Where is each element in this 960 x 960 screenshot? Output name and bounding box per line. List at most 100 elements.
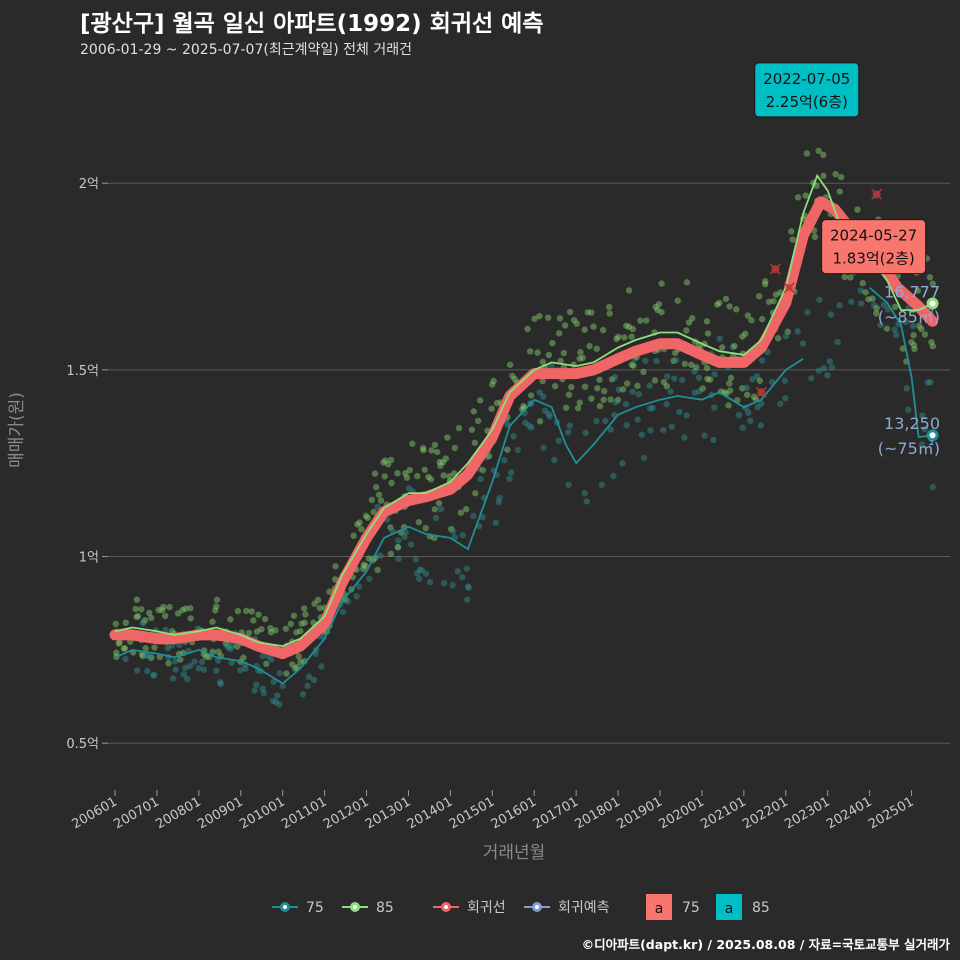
scatter-point (174, 610, 182, 617)
annotation-value: 1.83억(2층) (832, 250, 914, 268)
end-area-label: (~75㎡) (878, 439, 940, 458)
chart-title: [광산구] 월곡 일신 아파트(1992) 회귀선 예측 (80, 11, 544, 37)
scatter-point (228, 659, 235, 666)
x-tick-label: 201201 (321, 794, 371, 832)
scatter-point (407, 541, 415, 548)
scatter-point (479, 466, 487, 474)
scatter-point (191, 658, 198, 665)
scatter-point (187, 605, 194, 612)
scatter-point (664, 373, 671, 380)
scatter-point (794, 194, 802, 201)
annotations: 2022-07-05 2.25억(6층) 2024-05-27 1.83억(2층) (754, 62, 927, 275)
scatter-point (891, 303, 899, 311)
scatter-point (534, 349, 541, 356)
scatter-point (739, 424, 746, 431)
y-axis: 0.5억 1억 1.5억 2억 (66, 177, 108, 752)
scatter-point (377, 552, 384, 559)
scatter-point (375, 491, 383, 498)
scatter-point (921, 425, 929, 433)
scatter-point (794, 328, 801, 335)
scatter-point (169, 675, 177, 682)
scatter-point (261, 615, 269, 623)
scatter-point (200, 666, 208, 673)
scatter-point (440, 579, 448, 587)
scatter-point (274, 692, 281, 699)
scatter-point (545, 351, 553, 359)
scatter-point (663, 400, 670, 408)
scatter-point (283, 670, 290, 677)
scatter-point (454, 568, 461, 575)
scatter-point (565, 429, 572, 436)
scatter-point (815, 147, 822, 155)
scatter-point (774, 335, 782, 342)
legend-label-swatch (716, 894, 742, 920)
scatter-point (681, 434, 688, 441)
scatter-point (270, 678, 277, 686)
scatter-point (695, 374, 703, 381)
scatter-point (209, 648, 217, 656)
scatter-point (444, 434, 451, 441)
scatter-point (146, 609, 153, 617)
scatter-point (112, 620, 119, 628)
end-value-label: 13,250 (884, 414, 940, 433)
scatter-point (120, 645, 128, 652)
legend-label: 75 (682, 900, 700, 916)
scatter-point (415, 518, 423, 526)
scatter-point (528, 424, 535, 431)
scatter-point (610, 472, 617, 480)
scatter-point (781, 377, 789, 384)
scatter-point (581, 489, 588, 497)
scatter-point (703, 318, 711, 325)
legend-label: 85 (376, 900, 394, 916)
x-tick-label: 202201 (740, 794, 790, 832)
scatter-point (621, 334, 628, 341)
scatter-point (582, 429, 589, 436)
scatter-point (788, 228, 795, 235)
scatter-point (144, 667, 151, 675)
scatter-point (551, 456, 558, 464)
scatter-point (162, 626, 169, 634)
scatter-point (332, 563, 339, 570)
scatter-point (891, 326, 898, 333)
scatter-point (544, 314, 552, 321)
scatter-point (638, 431, 645, 438)
x-tick-label: 201601 (489, 794, 539, 832)
scatter-point (703, 364, 711, 372)
scatter-point (395, 537, 402, 544)
scatter-point (918, 441, 926, 448)
scatter-point (394, 544, 402, 551)
scatter-point (877, 321, 884, 329)
scatter-point (162, 612, 169, 620)
scatter-point (820, 365, 827, 372)
legend-label: 75 (306, 900, 324, 916)
scatter-point (655, 301, 663, 308)
scatter-point (706, 376, 714, 383)
scatter-point (919, 412, 926, 419)
scatter-point (588, 395, 595, 402)
y-tick-label: 1억 (79, 551, 99, 566)
scatter-point (133, 667, 141, 674)
scatter-point (847, 274, 854, 281)
scatter-point (789, 236, 797, 243)
scatter-point (562, 404, 570, 411)
scatter-point (433, 448, 441, 456)
scatter-point (588, 309, 595, 316)
scatter-point (195, 664, 203, 672)
scatter-point (427, 476, 435, 483)
outlier-mark (783, 282, 795, 294)
scatter-point (914, 287, 922, 294)
legend-swatch-glyph: a (725, 901, 734, 917)
scatter-point (428, 447, 435, 454)
scatter-point (186, 662, 194, 670)
scatter-point (180, 671, 187, 678)
scatter-point (470, 408, 477, 415)
scatter-point (549, 339, 556, 347)
scatter-point (182, 664, 189, 672)
x-tick-label: 201101 (279, 794, 329, 832)
scatter-point (607, 396, 614, 403)
scatter-point (416, 575, 423, 582)
legend-label-swatch (646, 894, 672, 920)
scatter-point (471, 439, 478, 447)
scatter-point (227, 645, 234, 653)
scatter-point (339, 608, 347, 616)
